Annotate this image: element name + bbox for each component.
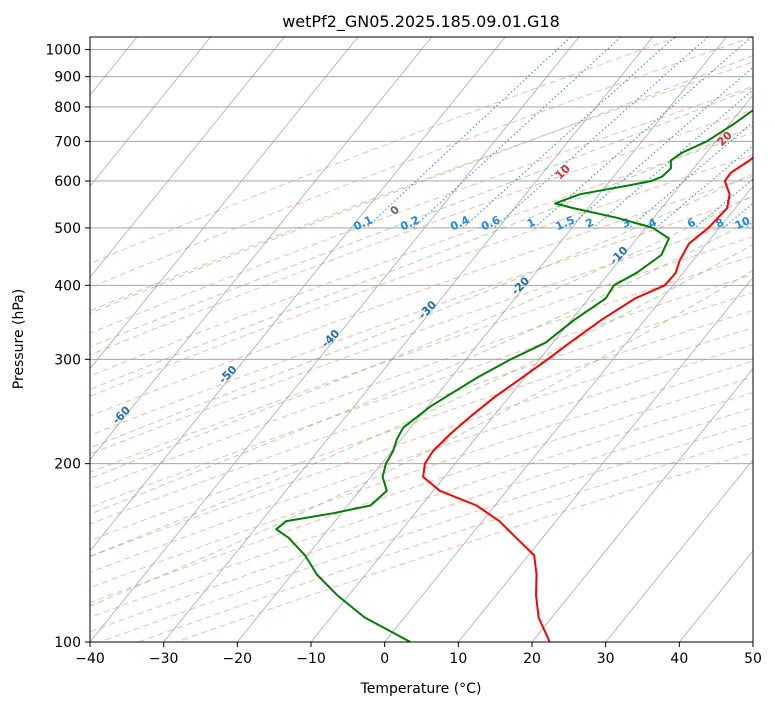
isotherm-line: [163, 37, 653, 642]
dry-adiabat-line: [90, 309, 753, 542]
plot-frame: [89, 36, 754, 643]
pressure-grid: [90, 49, 753, 642]
x-tick-label: −30: [149, 651, 179, 667]
dry-adiabat-line: [90, 109, 753, 356]
mixing-ratio-label: 10: [733, 214, 753, 232]
dry-adiabat-line: [90, 85, 753, 334]
isotherm-line: [237, 37, 727, 642]
isotherm-line: [90, 37, 211, 187]
y-tick-label: 500: [54, 221, 81, 237]
dry-adiabat-line: [90, 360, 753, 589]
y-tick-label: 200: [54, 457, 81, 473]
moist-adiabat-line: [90, 173, 753, 449]
x-tick-label: −20: [223, 651, 253, 667]
mixing-ratio-line: [365, 37, 572, 229]
dry-adiabat-line: [90, 175, 753, 417]
isotherm-line: [90, 37, 506, 552]
x-tick-label: −40: [75, 651, 105, 667]
dry-adiabat-line: [90, 292, 753, 525]
y-axis: 1000 900 800 700 600 500 400 300 200 100: [45, 43, 90, 651]
x-tick-label: 0: [380, 651, 389, 667]
dry-adiabat-line: [90, 236, 753, 473]
isotherm-line: [531, 367, 753, 642]
isotherm-line: [458, 276, 753, 642]
isotherm-line: [90, 37, 285, 279]
x-tick-label: −10: [296, 651, 326, 667]
mixing-ratio-line: [592, 89, 753, 229]
x-axis: −40 −30 −20 −10 0 10 20 30 40 50: [75, 642, 762, 667]
x-tick-label: 30: [597, 651, 615, 667]
x-tick-label: 50: [744, 651, 762, 667]
chart-title: wetPf2_GN05.2025.185.09.01.G18: [282, 12, 560, 32]
background-lines: [90, 37, 753, 642]
moist-adiabat-line: [90, 218, 753, 515]
dry-adiabat-line: [90, 216, 753, 455]
y-tick-label: 1000: [45, 43, 81, 59]
dry-adiabat-line: [90, 327, 753, 558]
mixing-ratio-line: [462, 37, 676, 229]
moist-adiabat-line: [90, 55, 753, 314]
dewpoint-profile-line: [275, 108, 753, 642]
y-axis-title: Pressure (hPa): [11, 289, 27, 389]
x-axis-title: Temperature (°C): [360, 681, 482, 697]
x-tick-label: 10: [449, 651, 467, 667]
dry-adiabat-line: [90, 37, 678, 265]
dry-adiabat-line: [90, 376, 753, 604]
isotherm-line: [90, 37, 580, 642]
isotherm-line: [90, 37, 432, 461]
dry-adiabat-line: [90, 273, 753, 508]
y-tick-label: 300: [54, 352, 81, 368]
isotherm-line: [605, 459, 753, 642]
dry-adiabat-line: [90, 343, 753, 573]
y-tick-label: 600: [54, 174, 81, 190]
y-tick-label: 900: [54, 70, 81, 86]
mixing-ratio-line: [628, 121, 753, 229]
dry-adiabat-line: [90, 132, 753, 377]
temperature-profile-line: [422, 156, 753, 642]
dry-adiabat-line: [90, 154, 753, 397]
isotherm-line: [90, 37, 359, 370]
sounding-profiles: [275, 108, 753, 642]
y-tick-label: 100: [54, 635, 81, 651]
y-tick-label: 800: [54, 100, 81, 116]
moist-adiabat-line: [90, 243, 753, 557]
x-tick-label: 20: [523, 651, 541, 667]
y-tick-label: 700: [54, 134, 81, 150]
dry-adiabat-line: [90, 255, 753, 491]
y-tick-label: 400: [54, 278, 81, 294]
x-tick-label: 40: [670, 651, 688, 667]
isotherm-line: [384, 185, 753, 642]
dry-adiabat-line: [90, 196, 753, 436]
